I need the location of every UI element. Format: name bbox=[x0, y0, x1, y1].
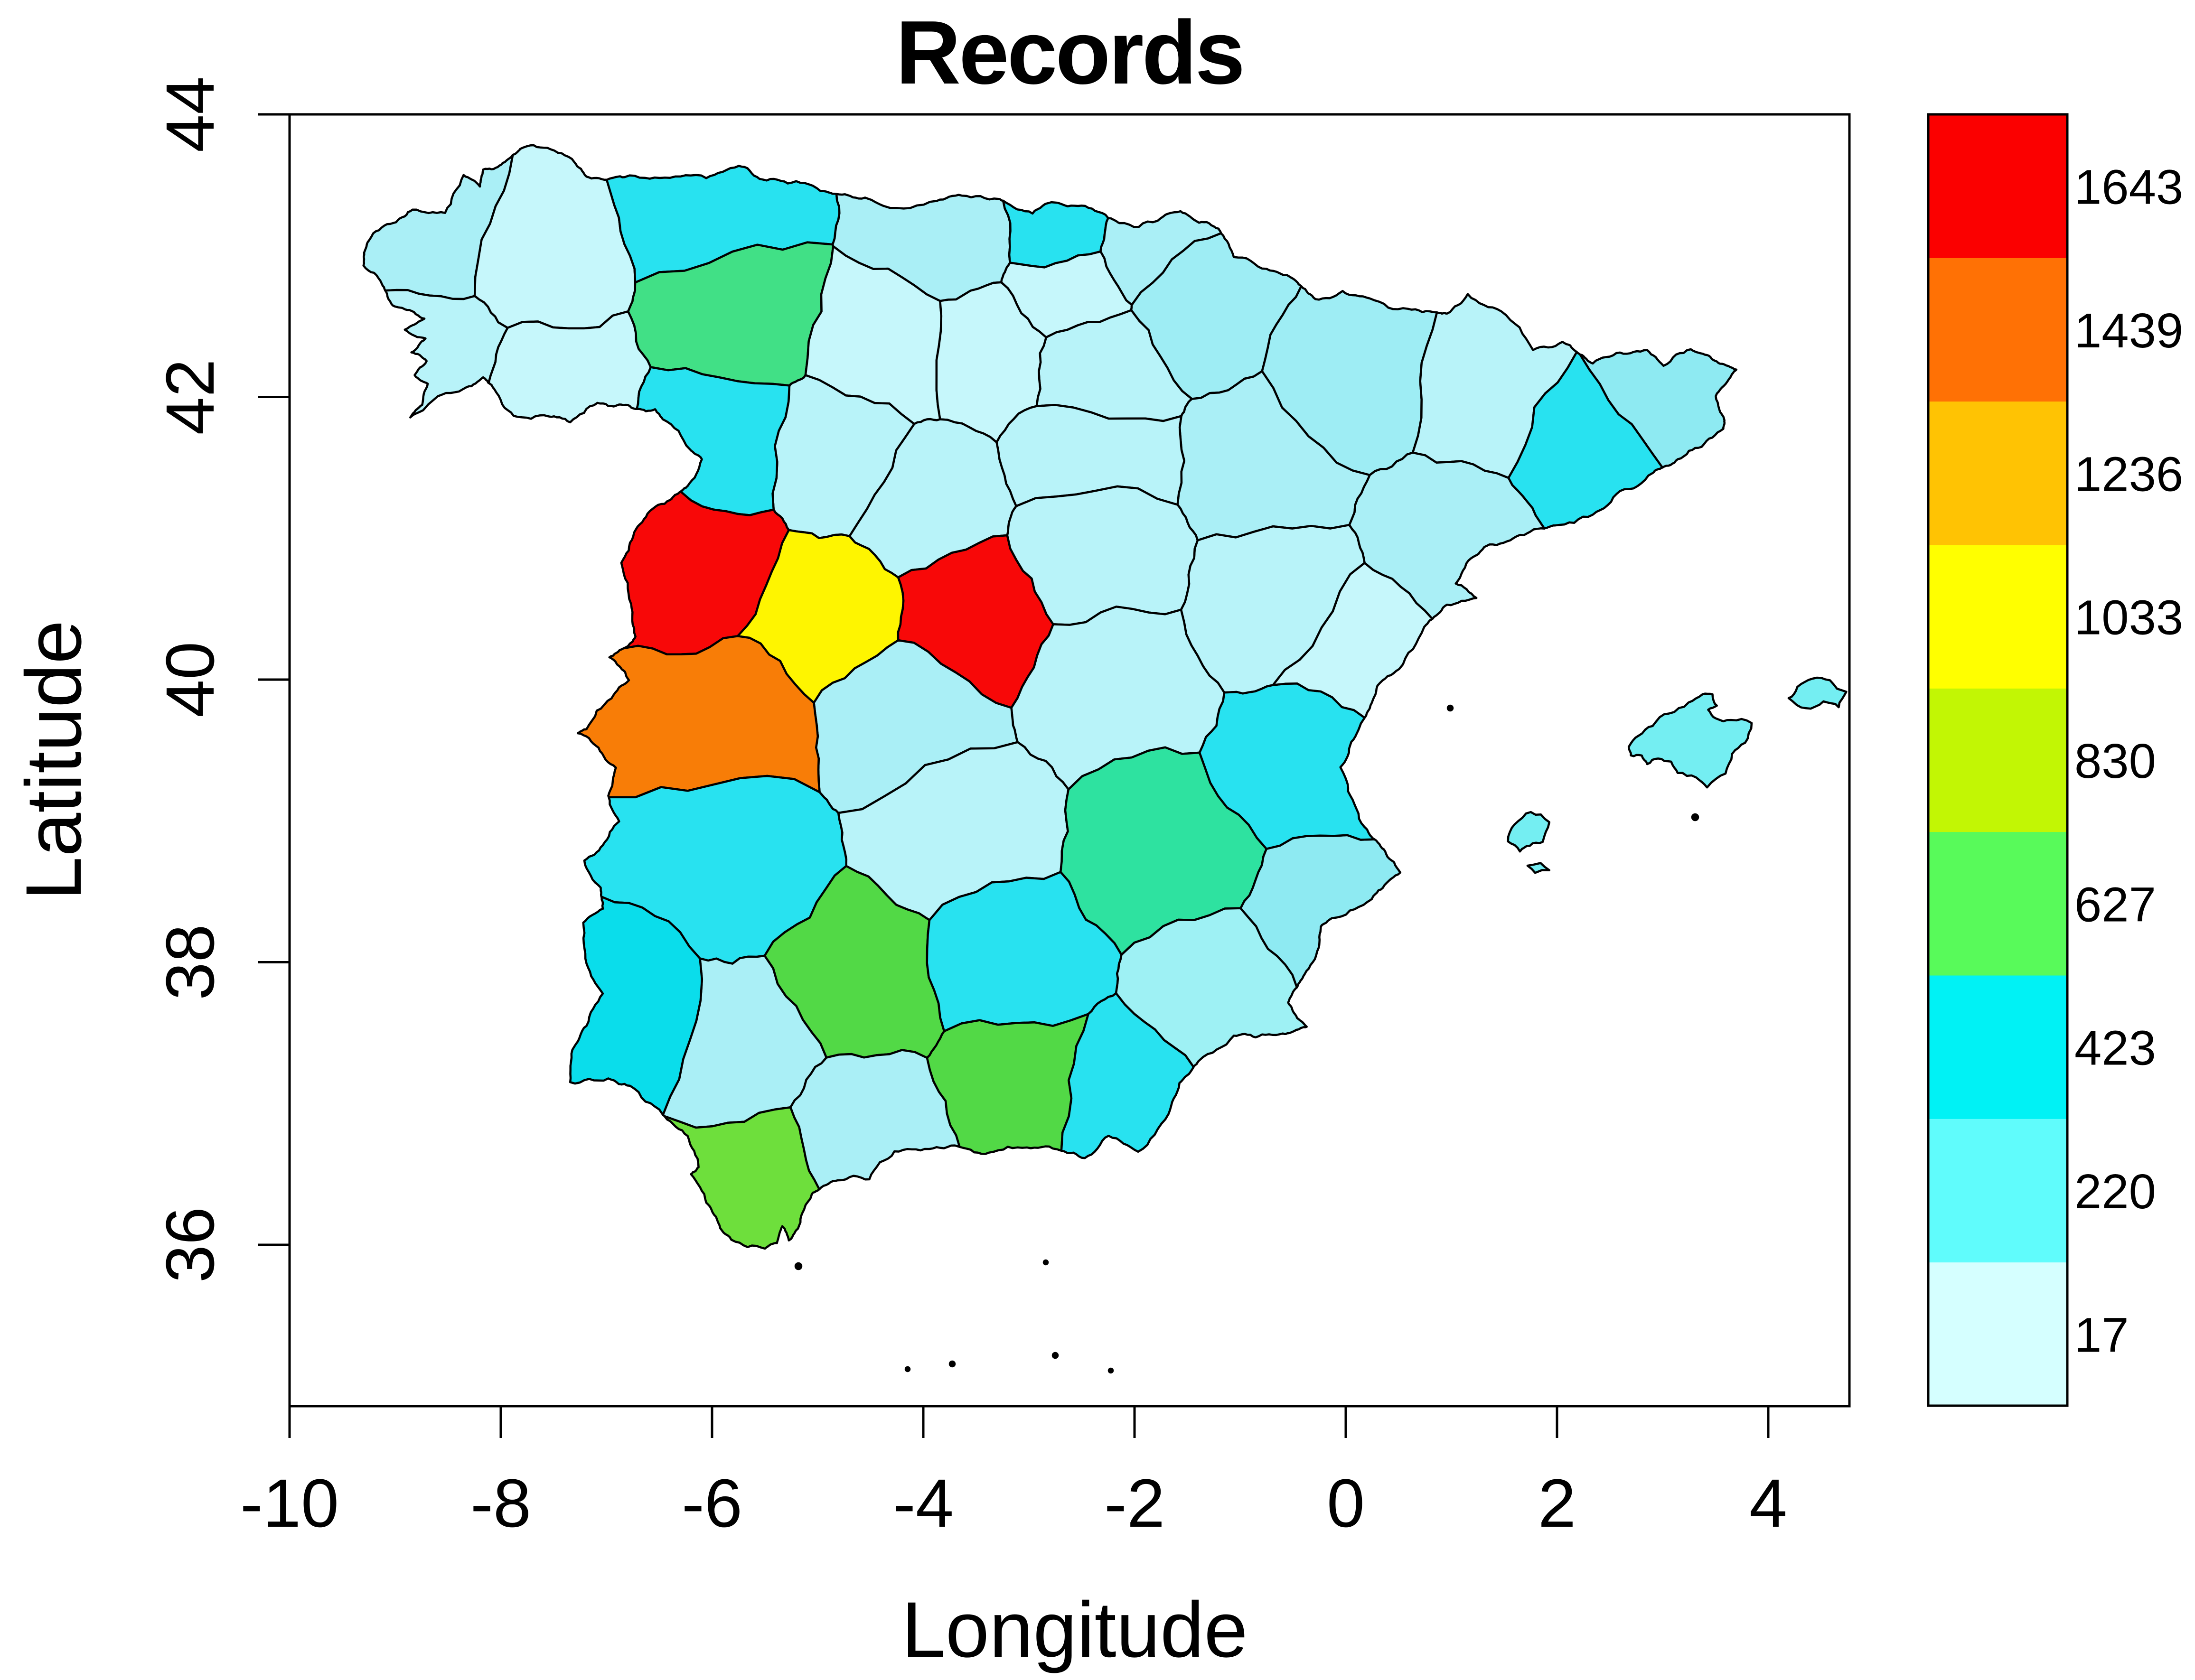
svg-text:-6: -6 bbox=[682, 1465, 742, 1541]
svg-text:17: 17 bbox=[2074, 1307, 2129, 1362]
svg-text:-2: -2 bbox=[1104, 1465, 1165, 1541]
svg-text:Latitude: Latitude bbox=[10, 620, 98, 901]
svg-text:423: 423 bbox=[2074, 1021, 2156, 1075]
svg-text:40: 40 bbox=[152, 642, 228, 718]
svg-text:830: 830 bbox=[2074, 734, 2156, 788]
svg-text:-8: -8 bbox=[470, 1465, 531, 1541]
svg-text:44: 44 bbox=[152, 76, 228, 152]
svg-text:-10: -10 bbox=[240, 1465, 339, 1541]
svg-text:627: 627 bbox=[2074, 877, 2156, 932]
svg-text:1033: 1033 bbox=[2074, 590, 2183, 645]
svg-text:1643: 1643 bbox=[2074, 160, 2183, 215]
svg-text:1439: 1439 bbox=[2074, 303, 2183, 358]
svg-text:-4: -4 bbox=[893, 1465, 954, 1541]
svg-text:220: 220 bbox=[2074, 1164, 2156, 1219]
svg-text:1236: 1236 bbox=[2074, 447, 2183, 501]
svg-text:Longitude: Longitude bbox=[901, 1586, 1248, 1674]
svg-text:0: 0 bbox=[1327, 1465, 1365, 1541]
svg-text:36: 36 bbox=[152, 1207, 228, 1283]
svg-text:4: 4 bbox=[1749, 1465, 1787, 1541]
svg-text:2: 2 bbox=[1538, 1465, 1576, 1541]
svg-text:42: 42 bbox=[152, 359, 228, 435]
svg-text:Records: Records bbox=[896, 2, 1243, 103]
svg-text:38: 38 bbox=[152, 924, 228, 1000]
